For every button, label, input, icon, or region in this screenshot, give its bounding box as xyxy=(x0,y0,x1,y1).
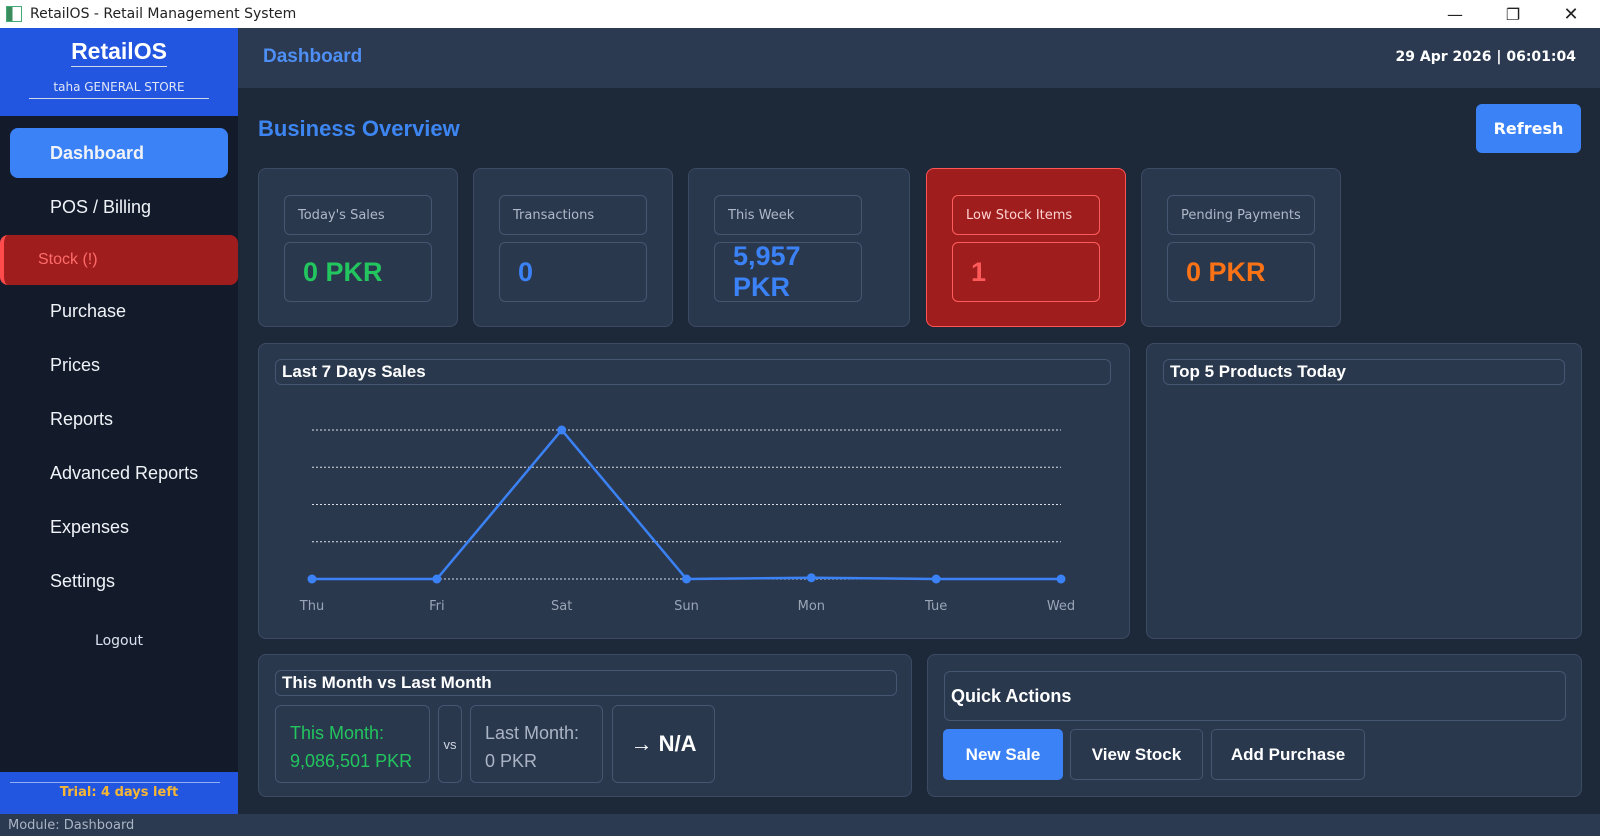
top-header: Dashboard 29 Apr 2026 | 06:01:04 xyxy=(238,28,1600,88)
add-purchase-button[interactable]: Add Purchase xyxy=(1211,729,1365,780)
chart-x-tick-label: Sun xyxy=(674,599,699,614)
section-title: Business Overview xyxy=(258,116,460,141)
stat-card-pending-payments: Pending Payments 0 PKR xyxy=(1141,168,1341,327)
stat-card-this-week: This Week 5,957 PKR xyxy=(688,168,910,327)
sidebar-item-expenses[interactable]: Expenses xyxy=(50,516,130,537)
stat-value: 1 xyxy=(952,242,1100,302)
trial-banner: Trial: 4 days left xyxy=(0,772,238,814)
stat-card-transactions: Transactions 0 xyxy=(473,168,673,327)
sidebar-item-stock[interactable]: Stock (!) xyxy=(0,235,238,285)
stat-label: Pending Payments xyxy=(1167,195,1315,235)
sidebar-item-prices[interactable]: Prices xyxy=(50,354,101,375)
sales-chart-panel: Last 7 Days Sales Thu Fri Sat Sun Mon Tue Wed xyxy=(258,343,1130,639)
chart-x-tick-label: Thu xyxy=(299,599,324,614)
panel-title: This Month vs Last Month xyxy=(275,670,897,696)
this-month-box: This Month: 9,086,501 PKR xyxy=(275,705,430,783)
sidebar-item-reports[interactable]: Reports xyxy=(50,408,114,429)
sidebar-item-dashboard[interactable]: Dashboard xyxy=(10,128,228,178)
view-stock-button[interactable]: View Stock xyxy=(1070,729,1203,780)
window-titlebar: RetailOS - Retail Management System — ❐ … xyxy=(0,0,1600,28)
chart-x-tick-label: Fri xyxy=(429,599,445,614)
sidebar: RetailOS taha GENERAL STORE Dashboard PO… xyxy=(0,28,238,814)
new-sale-button[interactable]: New Sale xyxy=(943,729,1063,780)
top-products-panel: Top 5 Products Today xyxy=(1146,343,1582,639)
stat-value: 0 PKR xyxy=(1167,242,1315,302)
sidebar-item-advanced-reports[interactable]: Advanced Reports xyxy=(50,462,199,483)
chart-x-tick-label: Sat xyxy=(551,599,572,614)
chart-point-sat xyxy=(557,425,567,435)
panel-title: Quick Actions xyxy=(944,671,1566,721)
logout-link[interactable]: Logout xyxy=(95,633,143,649)
this-month-value: 9,086,501 PKR xyxy=(290,751,413,771)
stat-label: This Week xyxy=(714,195,862,235)
chart-point-wed xyxy=(1056,574,1066,584)
refresh-button[interactable]: Refresh xyxy=(1476,104,1581,153)
stat-label: Low Stock Items xyxy=(952,195,1100,235)
chart-point-sun xyxy=(682,574,691,584)
stat-label: Transactions xyxy=(499,195,647,235)
stat-card-todays-sales: Today's Sales 0 PKR xyxy=(258,168,458,327)
last-month-label: Last Month: xyxy=(485,723,580,743)
restore-icon[interactable]: ❐ xyxy=(1505,4,1521,24)
datetime-display: 29 Apr 2026 | 06:01:04 xyxy=(1395,49,1576,65)
app-icon xyxy=(6,6,22,22)
stat-value: 0 xyxy=(499,242,647,302)
chart-x-tick-label: Mon xyxy=(798,599,825,614)
last-month-box: Last Month: 0 PKR xyxy=(470,705,603,783)
panel-title: Top 5 Products Today xyxy=(1163,359,1565,385)
brand-header: RetailOS taha GENERAL STORE xyxy=(0,28,238,116)
page-title: Dashboard xyxy=(263,46,363,67)
month-comparison-panel: This Month vs Last Month This Month: 9,0… xyxy=(258,654,912,797)
minimize-icon[interactable]: — xyxy=(1447,4,1463,24)
last-month-value: 0 PKR xyxy=(485,751,538,771)
panel-title: Last 7 Days Sales xyxy=(275,359,1111,385)
window-title: RetailOS - Retail Management System xyxy=(30,6,297,22)
chart-point-mon xyxy=(806,573,816,583)
chart-point-tue xyxy=(931,574,941,584)
sidebar-item-purchase[interactable]: Purchase xyxy=(50,300,127,321)
stat-card-low-stock[interactable]: Low Stock Items 1 xyxy=(926,168,1126,327)
sidebar-item-pos-billing[interactable]: POS / Billing xyxy=(50,196,152,217)
vs-label: vs xyxy=(438,705,462,783)
store-name: taha GENERAL STORE xyxy=(29,80,209,99)
chart-point-thu xyxy=(307,574,317,584)
brand-name: RetailOS xyxy=(71,38,167,67)
chart-point-fri xyxy=(432,574,442,584)
status-bar: Module: Dashboard xyxy=(0,814,1600,836)
stat-label: Today's Sales xyxy=(284,195,432,235)
chart-x-tick-label: Wed xyxy=(1047,599,1075,614)
stat-value: 5,957 PKR xyxy=(714,241,862,302)
close-icon[interactable]: ✕ xyxy=(1563,3,1579,25)
stat-value: 0 PKR xyxy=(284,242,432,302)
chart-x-tick-label: Tue xyxy=(924,599,947,614)
sidebar-item-settings[interactable]: Settings xyxy=(50,570,116,591)
this-month-label: This Month: xyxy=(290,723,385,743)
sales-line-chart: Thu Fri Sat Sun Mon Tue Wed xyxy=(299,425,1075,614)
month-change-value: → N/A xyxy=(612,705,715,783)
